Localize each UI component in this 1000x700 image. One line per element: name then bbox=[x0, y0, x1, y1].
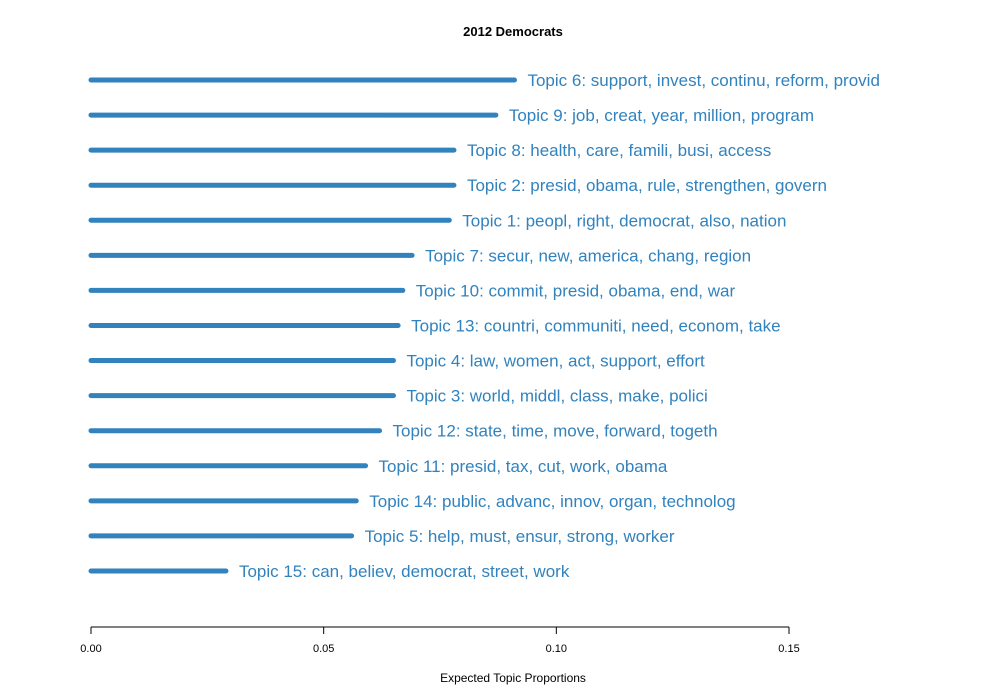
bar-label-10: Topic 3: world, middl, class, make, poli… bbox=[406, 387, 707, 406]
bar-label-15: Topic 15: can, believ, democrat, street,… bbox=[239, 562, 570, 581]
bar-label-13: Topic 14: public, advanc, innov, organ, … bbox=[369, 492, 735, 511]
bar-label-11: Topic 12: state, time, move, forward, to… bbox=[393, 422, 718, 441]
x-tick-label-3: 0.10 bbox=[546, 643, 567, 655]
bar-label-5: Topic 1: peopl, right, democrat, also, n… bbox=[462, 211, 786, 230]
chart-title: 2012 Democrats bbox=[463, 24, 563, 39]
bar-label-12: Topic 11: presid, tax, cut, work, obama bbox=[379, 457, 668, 476]
bars-layer: Topic 6: support, invest, continu, refor… bbox=[88, 71, 880, 581]
x-tick-label-4: 0.15 bbox=[778, 643, 799, 655]
bar-label-6: Topic 7: secur, new, america, chang, reg… bbox=[425, 246, 751, 265]
bar-label-4: Topic 2: presid, obama, rule, strengthen… bbox=[467, 176, 827, 195]
bar-label-8: Topic 13: countri, communiti, need, econ… bbox=[411, 316, 780, 335]
bar-label-2: Topic 9: job, creat, year, million, prog… bbox=[509, 106, 814, 125]
bar-label-3: Topic 8: health, care, famili, busi, acc… bbox=[467, 141, 771, 160]
x-axis-label: Expected Topic Proportions bbox=[440, 671, 586, 685]
x-tick-label-1: 0.00 bbox=[80, 643, 101, 655]
bar-label-14: Topic 5: help, must, ensur, strong, work… bbox=[365, 527, 675, 546]
bar-label-7: Topic 10: commit, presid, obama, end, wa… bbox=[416, 281, 736, 300]
bar-label-1: Topic 6: support, invest, continu, refor… bbox=[527, 71, 879, 90]
x-tick-label-2: 0.05 bbox=[313, 643, 334, 655]
bar-label-9: Topic 4: law, women, act, support, effor… bbox=[406, 352, 705, 371]
x-axis: 0.00 0.05 0.10 0.15 bbox=[80, 626, 800, 655]
